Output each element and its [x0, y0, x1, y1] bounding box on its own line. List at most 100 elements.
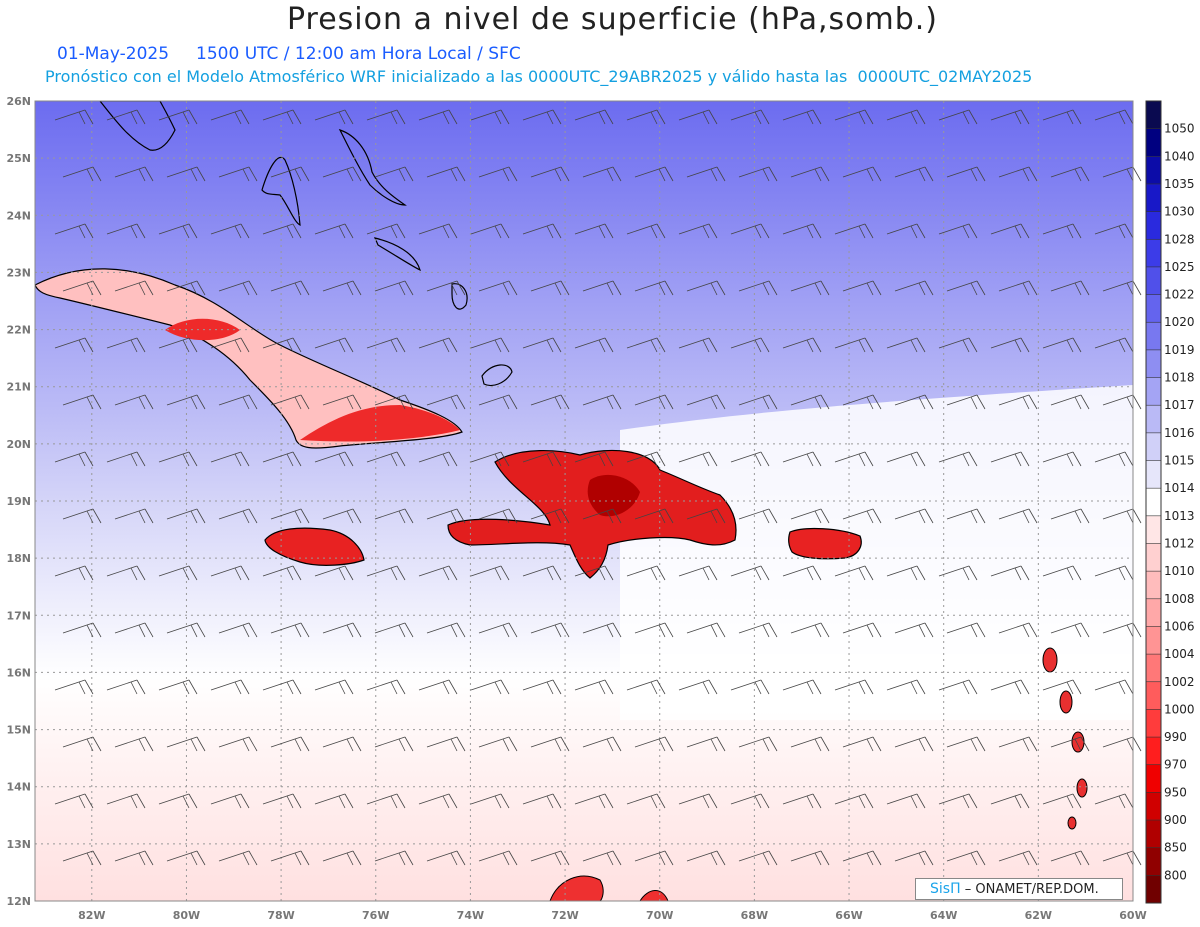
colorbar-label: 990	[1164, 730, 1187, 744]
wind-barb	[1042, 223, 1082, 239]
wind-barb	[166, 280, 206, 296]
wind-barb	[1050, 280, 1090, 296]
wind-barb	[270, 280, 310, 296]
wind-barb	[322, 394, 362, 410]
wind-barb	[114, 850, 154, 866]
wind-barb	[426, 166, 466, 182]
wind-barb	[530, 736, 570, 752]
wind-barb	[270, 622, 310, 638]
lon-label: 68W	[741, 909, 768, 922]
lon-label: 62W	[1025, 909, 1052, 922]
wind-barb	[530, 166, 570, 182]
lon-label: 64W	[930, 909, 957, 922]
wind-barb	[834, 679, 874, 695]
land-bahamas	[261, 128, 513, 387]
wind-barb	[374, 736, 414, 752]
wind-barb	[686, 394, 726, 410]
colorbar-label: 1013	[1164, 509, 1195, 523]
wind-barb	[998, 280, 1038, 296]
wind-barb	[946, 850, 986, 866]
wind-barb	[166, 736, 206, 752]
wind-barb	[990, 793, 1030, 809]
wind-barb	[322, 280, 362, 296]
wind-barb	[166, 850, 206, 866]
wind-barb	[522, 451, 562, 467]
wind-barb	[210, 565, 250, 581]
lon-label: 60W	[1119, 909, 1146, 922]
wind-barb	[366, 793, 406, 809]
colorbar-label: 1006	[1164, 619, 1195, 633]
wind-barb	[106, 337, 146, 353]
wind-barb	[374, 394, 414, 410]
colorbar-label: 1008	[1164, 592, 1195, 606]
wind-barb	[782, 451, 822, 467]
credit-box: SisΠ – ONAMET/REP.DOM.	[915, 878, 1123, 900]
wind-barb	[166, 622, 206, 638]
wind-barb	[582, 508, 622, 524]
wind-barb	[522, 223, 562, 239]
wind-barb	[842, 508, 882, 524]
land-martinique	[1059, 690, 1073, 714]
lat-label: 12N	[6, 895, 31, 908]
colorbar-swatch	[1146, 571, 1161, 600]
wind-barb	[158, 793, 198, 809]
wind-barb	[990, 679, 1030, 695]
wind-barb	[478, 850, 518, 866]
colorbar-label: 1035	[1164, 177, 1195, 191]
colorbar-label: 1014	[1164, 481, 1195, 495]
colorbar-label: 1012	[1164, 536, 1195, 550]
land-puerto-rico	[788, 527, 862, 560]
wind-barb	[262, 565, 302, 581]
wind-barb	[106, 565, 146, 581]
wind-barb	[54, 565, 94, 581]
wind-barb	[946, 508, 986, 524]
wind-barb	[522, 109, 562, 125]
land-jamaica	[264, 527, 365, 566]
wind-barb	[834, 451, 874, 467]
wind-barb	[530, 622, 570, 638]
wind-barb	[686, 166, 726, 182]
wind-barb	[938, 451, 978, 467]
wind-barb	[782, 337, 822, 353]
wind-barb	[322, 166, 362, 182]
wind-barb	[886, 337, 926, 353]
wind-barb	[790, 280, 830, 296]
wind-barb	[842, 622, 882, 638]
wind-barb	[678, 109, 718, 125]
wind-barb	[634, 622, 674, 638]
wind-barb	[886, 679, 926, 695]
wind-barb	[738, 622, 778, 638]
wind-barb	[782, 223, 822, 239]
wind-barb	[374, 850, 414, 866]
wind-barb	[574, 565, 614, 581]
wind-barb	[626, 565, 666, 581]
wind-barb	[626, 223, 666, 239]
wind-barb	[582, 280, 622, 296]
wind-barb	[886, 223, 926, 239]
colorbar-swatch	[1146, 709, 1161, 738]
wind-barb	[314, 337, 354, 353]
colorbar-swatch	[1146, 183, 1161, 213]
wind-barb	[218, 736, 258, 752]
wind-barb	[730, 565, 770, 581]
colorbar-swatch	[1146, 875, 1161, 904]
credit-org: – ONAMET/REP.DOM.	[960, 882, 1099, 897]
wind-barb	[790, 736, 830, 752]
wind-barb	[418, 223, 458, 239]
land-cuba	[35, 268, 463, 449]
colorbar-swatch	[1146, 792, 1161, 821]
longitude-labels: 82W 80W 78W 76W 74W 72W 70W 68W 66W 64W 62W 60W	[78, 909, 1147, 922]
wind-barb	[62, 508, 102, 524]
lon-label: 78W	[267, 909, 294, 922]
land-florida	[99, 101, 176, 151]
colorbar-swatch	[1146, 820, 1161, 849]
colorbar-label: 1017	[1164, 398, 1195, 412]
wind-barb	[418, 793, 458, 809]
wind-barb	[322, 736, 362, 752]
wind-barb	[158, 451, 198, 467]
wind-barb	[478, 166, 518, 182]
colorbar-swatch	[1146, 156, 1161, 185]
wind-barb	[834, 565, 874, 581]
colorbar-swatch	[1146, 543, 1161, 572]
wind-barb	[790, 850, 830, 866]
